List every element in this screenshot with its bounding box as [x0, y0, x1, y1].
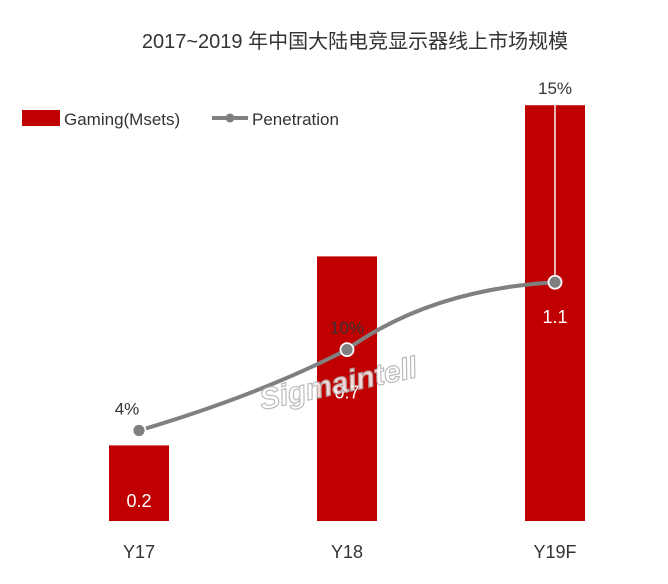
chart-title: 2017~2019 年中国大陆电竞显示器线上市场规模: [142, 30, 568, 53]
penetration-value-label: 4%: [115, 400, 140, 419]
bars-layer: [109, 105, 585, 521]
x-axis: Y17 Y18 Y19F: [123, 542, 577, 562]
bar-y17: [109, 445, 169, 521]
penetration-point: [547, 274, 563, 290]
bar-value-label: 0.2: [126, 491, 151, 511]
bar-y18: [317, 256, 377, 521]
penetration-value-label: 10%: [330, 319, 364, 338]
legend-swatch-gaming: [22, 110, 60, 126]
penetration-point: [339, 342, 355, 358]
x-tick-label: Y19F: [533, 542, 576, 562]
penetration-point: [131, 423, 147, 438]
x-tick-label: Y18: [331, 542, 363, 562]
bar-value-label: 0.7: [334, 383, 359, 403]
legend-label-penetration: Penetration: [252, 110, 339, 129]
legend-label-gaming: Gaming(Msets): [64, 110, 180, 129]
penetration-line-layer: [131, 274, 563, 438]
bar-value-label: 1.1: [542, 307, 567, 327]
legend-marker-penetration: [225, 113, 235, 123]
x-tick-label: Y17: [123, 542, 155, 562]
labels-layer: 0.2 0.7 1.1 4% 10% 15%: [115, 79, 572, 511]
legend: Gaming(Msets) Penetration: [22, 110, 339, 129]
penetration-value-label: 15%: [538, 79, 572, 98]
